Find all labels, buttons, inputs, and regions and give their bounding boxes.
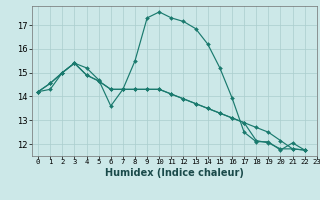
X-axis label: Humidex (Indice chaleur): Humidex (Indice chaleur) (105, 168, 244, 178)
